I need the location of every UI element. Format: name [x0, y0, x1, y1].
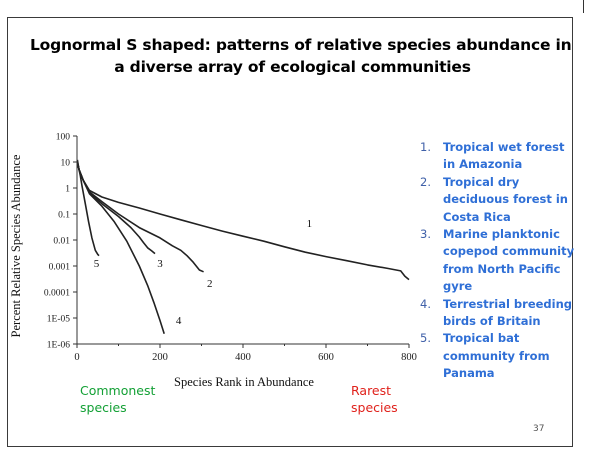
- series-line-5: [76, 159, 100, 257]
- legend-item: 1. Tropical wet forest in Amazonia: [418, 139, 576, 174]
- y-axis-label: Percent Relative Species Abundance: [9, 154, 23, 337]
- x-tick-label: 600: [318, 352, 334, 363]
- series-label-4: 4: [176, 315, 182, 327]
- series-label-5: 5: [94, 258, 100, 270]
- x-tick-label: 200: [152, 352, 168, 363]
- legend: 1. Tropical wet forest in Amazonia 2. Tropi…: [418, 139, 576, 383]
- y-tick-label: 1E-06: [47, 341, 70, 351]
- page-number: 37: [533, 424, 545, 434]
- series-line-4: [76, 161, 165, 334]
- x-tick-label: 800: [401, 352, 417, 363]
- y-ticks-group: 100 10 1 0.1 0.01 0.001 0.0001 1E-05 1E-06: [44, 133, 77, 351]
- series-line-1: [76, 161, 410, 281]
- y-tick-label: 1: [65, 185, 70, 195]
- commonest-species-note: Commonest species: [80, 383, 156, 415]
- plot-series-group: [76, 159, 410, 334]
- legend-item: 4. Terrestrial breeding birds of Britain: [418, 296, 576, 331]
- slide-frame: [7, 17, 573, 447]
- legend-item: 5. Tropical bat community from Panama: [418, 330, 576, 382]
- y-tick-label: 0.001: [49, 263, 71, 273]
- series-label-2: 2: [207, 278, 213, 290]
- series-line-2: [76, 161, 204, 273]
- legend-item-number: 5.: [420, 331, 431, 346]
- x-axis-label: Species Rank in Abundance: [174, 375, 314, 389]
- rarest-species-note: Rarest species: [351, 383, 398, 415]
- slide-title-line-2: a diverse array of ecological communitie…: [114, 58, 471, 76]
- legend-item-number: 2.: [420, 174, 431, 189]
- y-tick-label: 10: [61, 159, 71, 169]
- legend-item-text: Marine planktonic copepod community from…: [443, 227, 575, 294]
- legend-item-text: Tropical wet forest in Amazonia: [443, 140, 565, 172]
- legend-item: 2. Tropical dry deciduous forest in Costa…: [418, 174, 576, 226]
- series-label-1: 1: [307, 218, 313, 230]
- legend-item-number: 1.: [420, 140, 431, 154]
- x-tick-label: 0: [74, 352, 79, 363]
- slide-title: Lognormal S shaped: patterns of relative…: [30, 34, 572, 78]
- y-tick-label: 100: [56, 133, 71, 143]
- x-tick-label: 400: [235, 352, 251, 363]
- y-tick-label: 0.0001: [44, 289, 70, 299]
- y-tick-label: 1E-05: [47, 315, 70, 325]
- slide-title-line-1: Lognormal S shaped: patterns of relative…: [30, 36, 572, 54]
- legend-item-number: 4.: [420, 296, 431, 311]
- y-tick-label: 0.1: [58, 211, 70, 221]
- x-ticks-group: 0 200 400 600 800: [74, 344, 417, 363]
- window-edge-mark: [583, 0, 584, 13]
- legend-item-text: Tropical dry deciduous forest in Costa R…: [443, 174, 568, 224]
- legend-item-text: Tropical bat community from Panama: [443, 331, 550, 381]
- series-labels-group: 1 2 3 4 5: [94, 218, 312, 327]
- legend-item-number: 3.: [420, 227, 431, 242]
- series-label-3: 3: [157, 258, 163, 270]
- legend-item-text: Terrestrial breeding birds of Britain: [443, 296, 573, 329]
- y-tick-label: 0.01: [53, 237, 70, 247]
- series-line-3: [76, 161, 156, 255]
- legend-item: 3. Marine planktonic copepod community fr…: [418, 226, 576, 296]
